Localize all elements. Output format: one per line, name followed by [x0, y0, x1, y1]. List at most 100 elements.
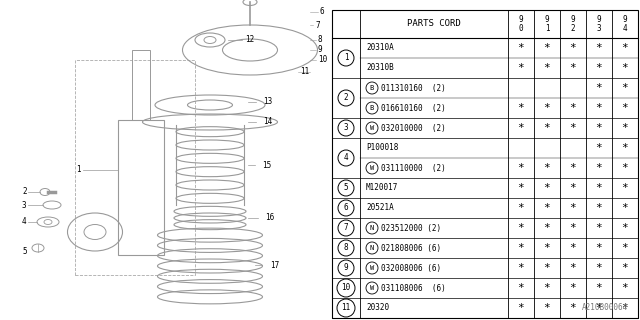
- Text: *: *: [518, 123, 524, 133]
- Text: W: W: [370, 125, 374, 131]
- Text: 11: 11: [341, 303, 351, 313]
- Text: 031110000  (2): 031110000 (2): [381, 164, 445, 172]
- Text: *: *: [596, 83, 602, 93]
- Text: 5: 5: [22, 247, 27, 257]
- Text: 6: 6: [320, 7, 324, 17]
- Text: 2: 2: [22, 188, 27, 196]
- Text: *: *: [596, 143, 602, 153]
- Text: *: *: [596, 283, 602, 293]
- Text: *: *: [621, 43, 628, 53]
- Text: 4: 4: [344, 154, 348, 163]
- Text: A210B00064: A210B00064: [582, 303, 628, 312]
- Text: *: *: [518, 303, 524, 313]
- Text: *: *: [518, 63, 524, 73]
- Text: *: *: [621, 123, 628, 133]
- Text: 9
0: 9 0: [518, 15, 524, 33]
- Text: *: *: [621, 283, 628, 293]
- Text: *: *: [596, 223, 602, 233]
- Text: 7: 7: [344, 223, 348, 233]
- Text: *: *: [518, 183, 524, 193]
- Text: 016610160  (2): 016610160 (2): [381, 103, 445, 113]
- Text: *: *: [570, 283, 577, 293]
- Text: *: *: [621, 103, 628, 113]
- Text: *: *: [518, 103, 524, 113]
- Text: *: *: [621, 203, 628, 213]
- Text: N: N: [370, 245, 374, 251]
- Text: *: *: [596, 183, 602, 193]
- Text: *: *: [518, 203, 524, 213]
- Text: 6: 6: [344, 204, 348, 212]
- Text: B: B: [370, 85, 374, 91]
- Text: 9
1: 9 1: [545, 15, 549, 33]
- Text: N: N: [370, 225, 374, 231]
- Text: *: *: [570, 163, 577, 173]
- Text: 13: 13: [263, 98, 272, 107]
- Text: *: *: [518, 243, 524, 253]
- Text: 20310B: 20310B: [366, 63, 394, 73]
- Text: 20521A: 20521A: [366, 204, 394, 212]
- Text: 032010000  (2): 032010000 (2): [381, 124, 445, 132]
- Text: *: *: [621, 223, 628, 233]
- Text: 1: 1: [344, 53, 348, 62]
- Text: *: *: [621, 83, 628, 93]
- Text: 9: 9: [344, 263, 348, 273]
- Text: *: *: [596, 63, 602, 73]
- Text: 11: 11: [300, 68, 309, 76]
- Text: W: W: [370, 285, 374, 291]
- Text: 9
4: 9 4: [623, 15, 627, 33]
- Text: 10: 10: [318, 55, 327, 65]
- Text: 031108006  (6): 031108006 (6): [381, 284, 445, 292]
- Bar: [332, 10, 638, 318]
- Text: 20320: 20320: [366, 303, 389, 313]
- Text: 17: 17: [270, 260, 279, 269]
- Text: 3: 3: [22, 201, 27, 210]
- Text: 20310A: 20310A: [366, 44, 394, 52]
- Text: *: *: [621, 163, 628, 173]
- Text: *: *: [543, 303, 550, 313]
- Text: *: *: [518, 263, 524, 273]
- Text: B: B: [370, 105, 374, 111]
- Text: *: *: [621, 243, 628, 253]
- Text: *: *: [543, 243, 550, 253]
- Text: *: *: [570, 183, 577, 193]
- Text: W: W: [370, 265, 374, 271]
- Text: *: *: [596, 263, 602, 273]
- Text: *: *: [570, 63, 577, 73]
- Text: *: *: [621, 143, 628, 153]
- Text: *: *: [570, 303, 577, 313]
- Text: *: *: [543, 43, 550, 53]
- Text: *: *: [543, 223, 550, 233]
- Text: 011310160  (2): 011310160 (2): [381, 84, 445, 92]
- Text: *: *: [621, 183, 628, 193]
- Text: M120017: M120017: [366, 183, 398, 193]
- Text: 4: 4: [22, 218, 27, 227]
- Text: 14: 14: [263, 117, 272, 126]
- Text: 3: 3: [344, 124, 348, 132]
- Text: *: *: [596, 203, 602, 213]
- Text: *: *: [621, 263, 628, 273]
- Bar: [75, 60, 195, 275]
- Text: *: *: [596, 243, 602, 253]
- Text: *: *: [543, 263, 550, 273]
- Text: 5: 5: [344, 183, 348, 193]
- Text: *: *: [518, 43, 524, 53]
- Text: *: *: [621, 63, 628, 73]
- Text: W: W: [370, 165, 374, 171]
- Text: 16: 16: [265, 213, 275, 222]
- Text: *: *: [570, 43, 577, 53]
- Text: 9: 9: [318, 45, 323, 54]
- Text: 12: 12: [245, 36, 254, 44]
- Text: 8: 8: [318, 36, 323, 44]
- Text: *: *: [543, 163, 550, 173]
- Text: *: *: [570, 223, 577, 233]
- Bar: [118, 120, 164, 255]
- Text: *: *: [596, 163, 602, 173]
- Text: 2: 2: [344, 93, 348, 102]
- Text: 023512000 (2): 023512000 (2): [381, 223, 441, 233]
- Text: *: *: [596, 43, 602, 53]
- Text: PARTS CORD: PARTS CORD: [407, 20, 461, 28]
- Text: *: *: [543, 103, 550, 113]
- Text: 8: 8: [344, 244, 348, 252]
- Text: 9
3: 9 3: [596, 15, 602, 33]
- Text: *: *: [570, 123, 577, 133]
